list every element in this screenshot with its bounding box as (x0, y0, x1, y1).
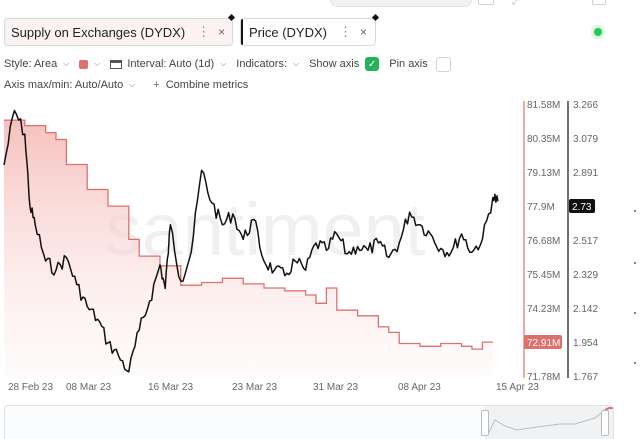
edge-dot (634, 210, 636, 212)
interval-label: Interval: Auto (1d) (127, 58, 215, 70)
show-axis-toggle[interactable]: Show axis ✓ (309, 57, 380, 71)
x-tick-label: 28 Feb 23 (8, 382, 53, 393)
window-icon[interactable] (478, 0, 494, 5)
combine-metrics-button[interactable]: + Combine metrics (153, 79, 248, 91)
supply-tick-label: 76.68M (527, 236, 560, 247)
x-tick-label: 15 Apr 23 (496, 382, 539, 393)
kebab-menu-icon[interactable]: ⋮ (197, 24, 211, 39)
supply-tick-label: 74.23M (527, 304, 560, 315)
style-label: Style: Area (4, 58, 58, 70)
supply-area-group (4, 119, 493, 376)
price-tick-label: 3.266 (573, 100, 598, 111)
calendar-icon (110, 59, 123, 69)
plus-icon: + (153, 79, 160, 91)
chart-canvas[interactable]: santiment 81.58M80.35M79.13M77.9M76.68M7… (0, 0, 640, 405)
metric-chip-price[interactable]: Price (DYDX) ⋮ × (240, 18, 376, 46)
pin-axis-checkbox[interactable] (435, 56, 451, 72)
price-tick-label: 3.079 (573, 134, 598, 145)
supply-tick-label: 77.9M (527, 202, 555, 213)
close-icon[interactable]: × (359, 25, 367, 39)
navigator-preview (486, 407, 613, 437)
navigator-left-handle[interactable] (481, 410, 489, 436)
kebab-menu-icon[interactable]: ⋮ (338, 24, 352, 39)
price-tick-label: 1.767 (573, 372, 598, 383)
edge-dot (634, 262, 636, 264)
x-tick-label: 31 Mar 23 (313, 382, 358, 393)
navigator-selection[interactable] (485, 406, 613, 439)
navigator-right-handle[interactable] (601, 410, 609, 436)
chevron-down-icon: ⌵ (94, 59, 101, 68)
pin-axis-label: Pin axis (389, 58, 428, 70)
fullscreen-icon[interactable] (592, 0, 606, 5)
status-dot-icon (594, 28, 602, 36)
price-tick-label: 1.954 (573, 338, 598, 349)
price-axis-ticks: 3.266 3.079 2.891 2.73 2.517 2.329 2.142 1.954 1… (569, 100, 598, 383)
supply-area (4, 120, 493, 376)
edge-dot (634, 312, 636, 314)
close-icon[interactable]: × (218, 25, 226, 39)
supply-tick-label: 81.58M (527, 100, 560, 111)
supply-tick-label: 71.78M (527, 372, 560, 383)
price-line (3, 109, 499, 373)
metric-chip-supply[interactable]: Supply on Exchanges (DYDX) ⋮ × (4, 18, 233, 46)
indicators-label: Indicators: (236, 58, 288, 70)
supply-current-label: 72.91M (527, 338, 560, 349)
price-line-group (3, 109, 499, 373)
price-tick-label: 2.517 (573, 236, 598, 247)
metric-label-price: Price (DYDX) (248, 24, 327, 40)
checkmark-icon[interactable]: ✓ (365, 57, 380, 71)
supply-tick-label: 79.13M (527, 168, 560, 179)
show-axis-label: Show axis (309, 58, 360, 70)
chevron-down-icon: ⌵ (220, 59, 227, 68)
axis-minmax-label: Axis max/min: Auto/Auto (4, 79, 124, 91)
expand-icon[interactable]: ⤢ (512, 0, 520, 6)
color-swatch (79, 59, 89, 69)
chevron-down-icon: ⌵ (63, 59, 70, 68)
supply-line (4, 119, 493, 350)
interval-dropdown[interactable]: Interval: Auto (1d) ⌵ (110, 58, 226, 70)
indicators-dropdown[interactable]: Indicators: ⌵ (236, 58, 299, 70)
pin-axis-toggle[interactable]: Pin axis (389, 56, 451, 72)
axis-minmax-dropdown[interactable]: Axis max/min: Auto/Auto ⌵ (4, 79, 135, 91)
price-tick-label: 2.142 (573, 304, 598, 315)
supply-tick-label: 75.45M (527, 270, 560, 281)
price-tick-label: 2.891 (573, 168, 598, 179)
supply-tick-label: 80.35M (527, 134, 560, 145)
chevron-down-icon: ⌵ (129, 80, 136, 89)
supply-current-badge (524, 335, 562, 349)
x-tick-label: 08 Apr 23 (398, 382, 441, 393)
x-tick-label: 23 Mar 23 (232, 382, 277, 393)
price-color-bar (241, 19, 243, 45)
price-current-label: 2.73 (572, 202, 592, 213)
x-tick-label: 16 Mar 23 (148, 382, 193, 393)
style-dropdown[interactable]: Style: Area ⌵ (4, 58, 69, 70)
combine-metrics-label: Combine metrics (165, 79, 249, 91)
chart-settings-row: Style: Area ⌵ ⌵ Interval: Auto (1d) ⌵ Indi… (4, 56, 461, 72)
supply-axis-ticks: 81.58M 80.35M 79.13M 77.9M 76.68M 75.45M 74.23… (524, 100, 562, 383)
edge-dot (634, 362, 636, 364)
price-tick-label: 2.329 (573, 270, 598, 281)
x-tick-label: 08 Mar 23 (66, 382, 111, 393)
range-navigator[interactable] (4, 405, 614, 439)
chevron-down-icon: ⌵ (293, 59, 300, 68)
chart-settings-row-2: Axis max/min: Auto/Auto ⌵ + Combine metri… (4, 77, 258, 93)
color-picker[interactable]: ⌵ (79, 59, 100, 69)
x-axis-ticks: 28 Feb 23 08 Mar 23 16 Mar 23 23 Mar 23 31 M… (8, 382, 539, 393)
metric-label-supply: Supply on Exchanges (DYDX) (11, 24, 186, 40)
price-current-badge (569, 199, 595, 213)
